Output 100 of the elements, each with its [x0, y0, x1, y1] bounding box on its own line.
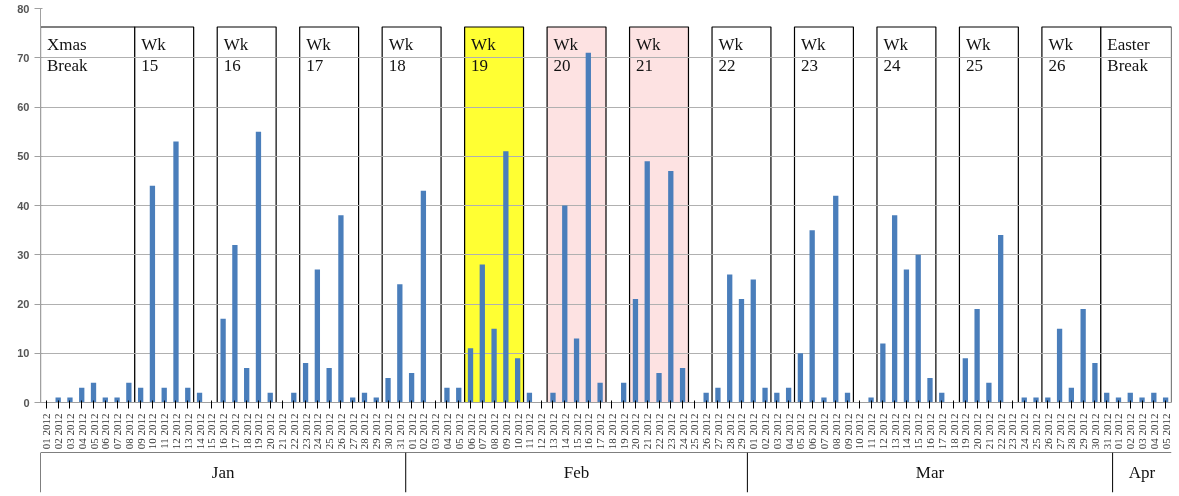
x-tick-label: 18 2012	[947, 413, 960, 450]
x-tick-label: 09 2012	[499, 413, 512, 450]
x-tick-label: 15 2012	[205, 413, 218, 450]
band-label: Wk 20	[553, 34, 579, 75]
x-tick-label: 03 2012	[429, 413, 442, 450]
x-tick-label: 31 2012	[1100, 413, 1113, 450]
x-tick-label: 05 2012	[452, 413, 465, 450]
x-tick-label: 20 2012	[264, 413, 277, 450]
x-tick-label: 23 2012	[1006, 413, 1019, 450]
x-tick-label: 26 2012	[1041, 413, 1054, 450]
x-tick-label: 19 2012	[252, 413, 265, 450]
x-tick-label: 22 2012	[994, 413, 1007, 450]
x-tick-label: 04 2012	[782, 413, 795, 450]
x-tick-label: 10 2012	[146, 413, 159, 450]
x-tick-label: 31 2012	[393, 413, 406, 450]
x-tick-label: 04 2012	[440, 413, 453, 450]
x-tick-label: 07 2012	[111, 413, 124, 450]
band-label: Wk 15	[141, 34, 167, 75]
x-tick-label: 27 2012	[346, 413, 359, 450]
x-tick-label: 19 2012	[617, 413, 630, 450]
text: Jan	[211, 463, 235, 482]
band-label: Xmas Break	[46, 34, 89, 75]
x-tick-label: 10 2012	[853, 413, 866, 450]
x-tick-label: 18 2012	[605, 413, 618, 450]
x-tick-label: 22 2012	[653, 413, 666, 450]
x-tick-label: 02 2012	[417, 413, 430, 450]
x-tick-label: 01 2012	[1112, 413, 1125, 450]
y-tick-label: 10	[17, 347, 30, 360]
x-tick-label: 25 2012	[688, 413, 701, 450]
band-label: Wk 24	[883, 34, 909, 75]
x-tick-label: 06 2012	[806, 413, 819, 450]
x-tick-label: 05 2012	[87, 413, 100, 450]
x-tick-label: 13 2012	[181, 413, 194, 450]
x-tick-label: 11 2012	[865, 413, 878, 449]
x-tick-label: 08 2012	[122, 413, 135, 450]
band-label: Wk 16	[223, 34, 249, 75]
x-tick-label: 18 2012	[240, 413, 253, 450]
x-tick-label: 04 2012	[75, 413, 88, 450]
x-tick-label: 20 2012	[629, 413, 642, 450]
x-tick-label: 17 2012	[935, 413, 948, 450]
x-tick-label: 03 2012	[63, 413, 76, 450]
x-tick-label: 04 2012	[1147, 413, 1160, 450]
x-tick-label: 01 2012	[405, 413, 418, 450]
x-tick-label: 07 2012	[817, 413, 830, 450]
x-tick-label: 23 2012	[299, 413, 312, 450]
band-label: Wk 25	[965, 34, 991, 75]
x-tick-label: 27 2012	[1053, 413, 1066, 450]
x-tick-label: 05 2012	[794, 413, 807, 450]
x-tick-label: 24 2012	[311, 413, 324, 450]
x-tick-label: 30 2012	[1088, 413, 1101, 450]
x-tick-label: 15 2012	[912, 413, 925, 450]
x-tick-label: 02 2012	[1124, 413, 1137, 450]
band-label: Wk 22	[718, 34, 744, 75]
x-tick-label: 13 2012	[546, 413, 559, 450]
x-tick-label: 08 2012	[488, 413, 501, 450]
x-tick-label: 01 2012	[747, 413, 760, 450]
x-tick-label: 02 2012	[759, 413, 772, 450]
band-label: Wk 23	[800, 34, 827, 75]
x-tick-label: 09 2012	[134, 413, 147, 450]
x-tick-label: 10 2012	[511, 413, 524, 450]
x-tick-label: 28 2012	[1065, 413, 1078, 450]
y-tick-label: 30	[17, 248, 30, 261]
x-tick-label: 12 2012	[535, 413, 548, 450]
x-tick-label: 25 2012	[323, 413, 336, 450]
x-tick-label: 19 2012	[959, 413, 972, 450]
x-tick-label: 23 2012	[664, 413, 677, 450]
x-tick-label: 24 2012	[676, 413, 689, 450]
x-tick-label: 13 2012	[888, 413, 901, 450]
x-tick-label: 16 2012	[582, 413, 595, 450]
x-tick-label: 17 2012	[594, 413, 607, 450]
band-label: Wk 26	[1048, 34, 1074, 75]
x-tick-label: 22 2012	[287, 413, 300, 450]
x-tick-label: 12 2012	[169, 413, 182, 450]
x-tick-label: 24 2012	[1018, 413, 1031, 450]
x-tick-label: 29 2012	[735, 413, 748, 450]
text: Mar	[915, 463, 945, 482]
y-tick-label: 40	[17, 199, 30, 212]
x-tick-label: 21 2012	[276, 413, 289, 450]
x-tick-label: 25 2012	[1030, 413, 1043, 450]
y-tick-label: 70	[17, 51, 30, 64]
x-tick-label: 14 2012	[900, 413, 913, 450]
x-tick-label: 16 2012	[923, 413, 936, 450]
y-tick-label: 60	[17, 101, 30, 113]
x-tick-label: 12 2012	[876, 413, 889, 450]
y-tick-label: 80	[17, 2, 30, 15]
x-tick-label: 15 2012	[570, 413, 583, 450]
x-tick-label: 01 2012	[40, 413, 53, 450]
x-tick-label: 26 2012	[700, 413, 713, 450]
x-tick-label: 20 2012	[971, 413, 984, 450]
band-label: Wk 17	[306, 34, 332, 75]
x-tick-label: 29 2012	[370, 413, 383, 450]
x-tick-label: 08 2012	[829, 413, 842, 450]
band-label: Easter Break	[1107, 34, 1151, 75]
x-tick-label: 28 2012	[723, 413, 736, 450]
x-tick-label: 09 2012	[841, 413, 854, 450]
x-tick-label: 30 2012	[382, 413, 395, 450]
band-label: Wk 19	[471, 34, 497, 75]
x-tick-label: 02 2012	[52, 413, 65, 450]
x-tick-label: 16 2012	[217, 413, 230, 450]
x-tick-label: 05 2012	[1159, 413, 1172, 450]
